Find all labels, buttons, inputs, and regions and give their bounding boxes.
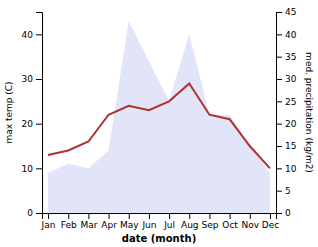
axis-line (43, 214, 277, 220)
y2-tick-label: 20 (285, 119, 297, 129)
y2-tick-mark (276, 57, 282, 58)
x-tick-label: Oct (222, 220, 238, 230)
x-tick: Apr (101, 213, 117, 230)
axis-line (36, 13, 43, 214)
marks (48, 21, 270, 213)
x-tick: Jun (141, 213, 156, 230)
x-tick-label: Sep (201, 220, 218, 230)
y2-tick: 35 (276, 52, 296, 62)
y-tick-label: 40 (22, 30, 34, 40)
y-tick: 40 (22, 30, 42, 40)
x-tick-label: May (120, 220, 139, 230)
x-tick: Jul (163, 213, 175, 230)
x-tick: Feb (61, 213, 77, 230)
x-tick-label: Apr (101, 220, 117, 230)
y2-tick-mark (276, 12, 282, 13)
y2-tick-mark (276, 79, 282, 80)
x-tick-label: Aug (181, 220, 199, 230)
y2-tick-mark (276, 213, 282, 214)
x-axis-title: date (month) (122, 233, 196, 244)
y2-tick-mark (276, 101, 282, 102)
x-tick-mark (68, 213, 69, 219)
x-tick-mark (88, 213, 89, 219)
y2-tick-label: 25 (285, 97, 296, 107)
temperature-line (48, 83, 270, 168)
x-tick-mark (250, 213, 251, 219)
axis-line (277, 13, 283, 214)
y2-tick-mark (276, 146, 282, 147)
y-tick: 0 (27, 208, 42, 218)
x-tick: Oct (222, 213, 238, 230)
x-tick-mark (209, 213, 210, 219)
y2-tick: 10 (276, 164, 297, 174)
y2-tick-label: 5 (285, 186, 291, 196)
x-tick-label: Mar (80, 220, 97, 230)
y-tick: 20 (22, 119, 42, 129)
x-tick-mark (189, 213, 190, 219)
y2-tick-label: 30 (285, 74, 297, 84)
x-tick-label: Nov (241, 220, 259, 230)
y2-tick-label: 15 (285, 141, 296, 151)
chart: Jan FebMar AprMayJun Jul AugSep OctNovDec 0 10 2… (0, 0, 318, 247)
x-tick-mark (129, 213, 130, 219)
y-tick: 10 (22, 164, 42, 174)
x-tick: Dec (262, 213, 279, 230)
plot-area: Jan FebMar AprMayJun Jul AugSep OctNovDec 0 10 2… (4, 7, 314, 244)
y2-tick: 40 (276, 30, 297, 40)
y-tick-mark (36, 34, 42, 35)
y2-tick: 45 (276, 7, 296, 17)
y-tick-mark (36, 168, 42, 169)
x-tick-mark (230, 213, 231, 219)
x-tick: May (120, 213, 139, 230)
y2-tick-mark (276, 34, 282, 35)
x-tick-label: Feb (61, 220, 77, 230)
y2-tick-label: 45 (285, 7, 296, 17)
y2-tick: 5 (276, 186, 291, 196)
y2-tick-label: 35 (285, 52, 296, 62)
x-axis: Jan FebMar AprMayJun Jul AugSep OctNovDec (41, 213, 280, 230)
y2-axis: 0 5 10 15 20 25 30 35 40 45 (276, 7, 297, 218)
x-tick-mark (109, 213, 110, 219)
y2-tick: 25 (276, 97, 296, 107)
y2-tick-label: 0 (285, 208, 291, 218)
y2-tick-label: 40 (285, 30, 297, 40)
y2-tick: 15 (276, 141, 296, 151)
x-tick: Jan (41, 213, 56, 230)
y-tick: 30 (22, 74, 42, 84)
y-tick-label: 0 (27, 208, 33, 218)
x-tick-mark (149, 213, 150, 219)
y2-tick-mark (276, 191, 282, 192)
x-tick: Sep (201, 213, 218, 230)
x-tick: Nov (241, 213, 259, 230)
x-tick-label: Jan (41, 220, 56, 230)
y-tick-label: 10 (22, 164, 34, 174)
x-tick-mark (48, 213, 49, 219)
x-tick-mark (169, 213, 170, 219)
x-tick-mark (270, 213, 271, 219)
x-tick-label: Jul (163, 220, 175, 230)
y2-tick-label: 10 (285, 164, 297, 174)
y-tick-label: 30 (22, 74, 34, 84)
y2-tick: 0 (276, 208, 291, 218)
y-axis-title: max temp (C) (4, 81, 14, 143)
y2-tick: 30 (276, 74, 297, 84)
y2-tick-mark (276, 168, 282, 169)
y-tick-mark (36, 124, 42, 125)
y2-axis-title: med. precipitation (kg/m2) (304, 52, 314, 173)
y-axis: 0 10 20 30 40 (22, 13, 43, 219)
x-tick-label: Dec (262, 220, 279, 230)
y2-tick: 20 (276, 119, 297, 129)
y-tick-mark (36, 79, 42, 80)
x-tick: Mar (80, 213, 97, 230)
x-tick: Aug (181, 213, 199, 230)
y-tick-label: 20 (22, 119, 34, 129)
y-tick-mark (36, 213, 42, 214)
y2-tick-mark (276, 124, 282, 125)
x-tick-label: Jun (141, 220, 156, 230)
precipitation-area (48, 21, 270, 213)
